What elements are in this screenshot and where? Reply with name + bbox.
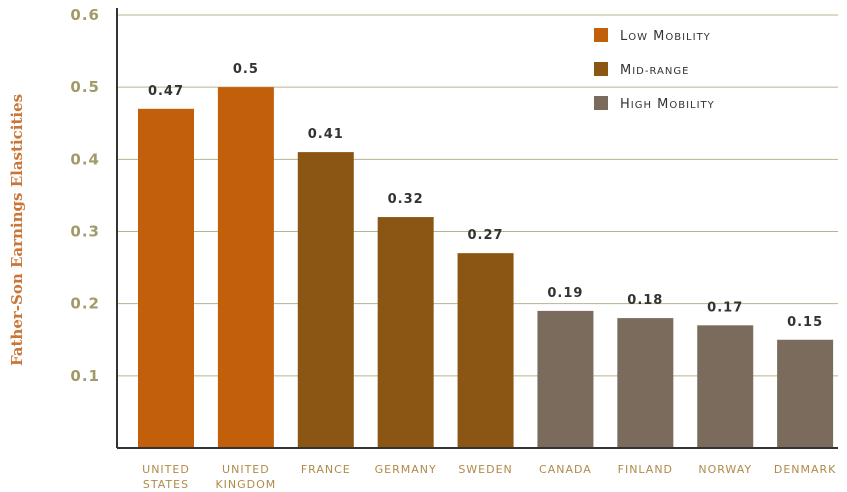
y-tick-label: 0.5	[70, 78, 100, 96]
bar	[297, 152, 354, 448]
category-label: SWEDEN	[458, 463, 512, 476]
category-label: CANADA	[539, 463, 592, 476]
y-tick-label: 0.4	[70, 150, 100, 168]
legend: LOW MOBILITY MID-RANGE HIGH MOBILITY	[594, 28, 715, 112]
data-label: 0.27	[468, 228, 504, 243]
y-tick-label: 0.2	[70, 295, 100, 313]
bars	[138, 87, 834, 449]
category-labels: UNITED STATES UNITED KINGDOM FRANCE GERMANY SW…	[142, 463, 837, 491]
y-tick-labels: 0.1 0.2 0.3 0.4 0.5 0.6	[70, 6, 100, 385]
bar	[377, 217, 434, 448]
y-tick-label: 0.1	[70, 367, 100, 385]
category-label: NORWAY	[698, 463, 752, 476]
bar	[617, 318, 674, 448]
category-label: UNITED KINGDOM	[215, 463, 276, 491]
data-label: 0.32	[388, 192, 424, 207]
y-axis-label: Father-Son Earnings Elasticities	[8, 94, 26, 366]
y-tick-label: 0.6	[70, 6, 100, 24]
y-tick-label: 0.3	[70, 223, 100, 241]
bar	[697, 325, 754, 448]
legend-swatch	[594, 62, 608, 76]
category-label: FINLAND	[618, 463, 673, 476]
data-label: 0.17	[707, 300, 743, 315]
bar	[537, 310, 594, 448]
data-label: 0.19	[547, 286, 583, 301]
bar	[457, 253, 514, 448]
legend-swatch	[594, 28, 608, 42]
legend-swatch	[594, 96, 608, 110]
data-label: 0.18	[627, 293, 663, 308]
bar	[217, 87, 274, 449]
data-label: 0.41	[308, 127, 344, 142]
axes	[116, 8, 838, 449]
category-label: UNITED STATES	[142, 463, 190, 491]
bar	[138, 108, 194, 449]
legend-label: MID-RANGE	[620, 63, 689, 78]
data-label: 0.5	[233, 62, 259, 77]
legend-label: HIGH MOBILITY	[620, 97, 715, 112]
data-labels: 0.47 0.5 0.41 0.32 0.27 0.19 0.18 0.17 0.15	[148, 62, 823, 330]
legend-label: LOW MOBILITY	[620, 29, 711, 44]
data-label: 0.47	[148, 84, 184, 99]
category-label: DENMARK	[774, 463, 837, 476]
bar	[777, 339, 834, 448]
category-label: FRANCE	[301, 463, 351, 476]
data-label: 0.15	[787, 315, 823, 330]
category-label: GERMANY	[375, 463, 437, 476]
